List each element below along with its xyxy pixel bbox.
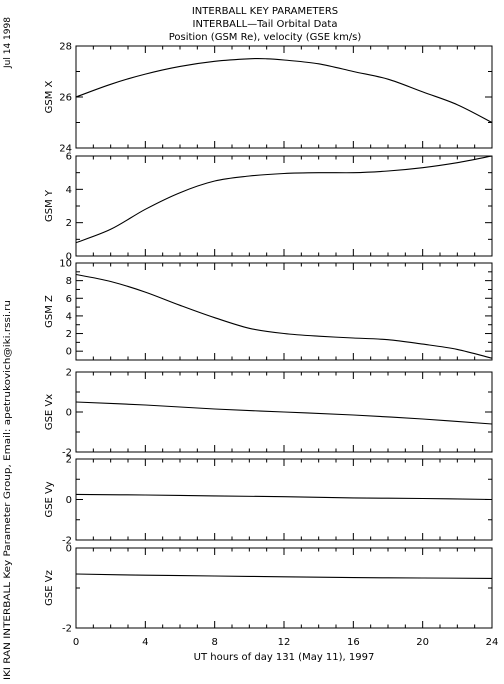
- y-axis-label: GSE Vx: [44, 394, 55, 430]
- x-tick-labels: 0 4 8 12 16 20 24: [73, 637, 499, 648]
- series-line-gsm-y: [75, 155, 493, 244]
- figure-units: Position (GSM Re), velocity (GSE km/s): [169, 32, 362, 43]
- figure-subtitle: INTERBALL—Tail Orbital Data: [193, 19, 338, 30]
- y-tick-label: -2: [62, 624, 72, 635]
- x-tick-label: 20: [416, 637, 429, 648]
- panel-gse-vx: -2 0 2 GSE Vx: [44, 368, 493, 459]
- y-tick-label: 24: [59, 144, 72, 155]
- plot-date: Jul 14 1998: [3, 17, 13, 69]
- y-tick-label: 6: [66, 152, 72, 163]
- y-tick-label: 2: [66, 455, 72, 466]
- x-tick-label: 4: [142, 637, 148, 648]
- y-tick-label: 2: [66, 329, 72, 340]
- y-tick-label: 26: [59, 93, 72, 104]
- y-tick-label: 4: [66, 185, 72, 196]
- y-tick-label: 0: [66, 347, 72, 358]
- figure-title: INTERBALL KEY PARAMETERS: [192, 6, 338, 17]
- y-axis-label: GSM X: [44, 80, 55, 113]
- y-axis-label: GSM Z: [44, 295, 55, 328]
- panel-gse-vy: -2 0 2 GSE Vy: [44, 455, 493, 547]
- x-tick-label: 0: [73, 637, 79, 648]
- y-tick-label: 10: [59, 259, 72, 270]
- y-tick-label: 4: [66, 311, 72, 322]
- y-tick-label: 0: [66, 252, 72, 263]
- y-axis-label: GSE Vy: [44, 481, 55, 517]
- y-tick-label: 2: [66, 218, 72, 229]
- panel-gsm-z: 0 2 4 6 8 10 GSM Z: [44, 259, 493, 361]
- y-tick-label: 0: [66, 544, 72, 555]
- y-tick-label: 2: [66, 368, 72, 379]
- y-tick-label: -2: [62, 536, 72, 547]
- y-tick-label: 28: [59, 42, 72, 53]
- credit-line: IKI RAN INTERBALL Key Parameter Group, E…: [3, 300, 13, 680]
- x-axis-label: UT hours of day 131 (May 11), 1997: [194, 652, 375, 663]
- series-line-gse-vy: [75, 493, 493, 501]
- y-axis-label: GSM Y: [44, 189, 55, 222]
- x-tick-label: 16: [347, 637, 360, 648]
- panel-gse-vz: -2 0 GSE Vz: [44, 544, 493, 635]
- y-tick-label: 0: [66, 495, 72, 506]
- panel-gsm-y: 0 2 4 6 GSM Y: [44, 152, 493, 263]
- panel-gsm-x: 24 26 28 GSM X: [44, 42, 493, 155]
- x-tick-label: 24: [486, 637, 499, 648]
- y-tick-label: 0: [66, 408, 72, 419]
- y-tick-label: -2: [62, 448, 72, 459]
- y-axis-label: GSE Vz: [44, 570, 55, 606]
- x-tick-label: 8: [211, 637, 217, 648]
- y-tick-label: 6: [66, 294, 72, 305]
- x-tick-label: 12: [278, 637, 291, 648]
- series-line-gsm-z: [75, 273, 493, 359]
- series-line-gse-vz: [75, 573, 493, 579]
- y-tick-label: 8: [66, 276, 72, 287]
- series-line-gse-vx: [75, 401, 493, 425]
- series-line-gsm-x: [75, 57, 493, 123]
